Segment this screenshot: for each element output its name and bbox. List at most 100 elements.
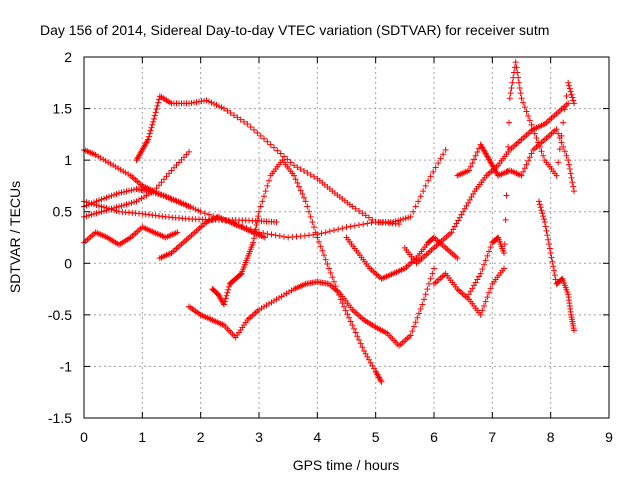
interp-marker xyxy=(369,216,376,223)
interp-marker xyxy=(479,307,486,314)
data-point xyxy=(256,208,262,215)
interp-marker xyxy=(296,183,302,190)
interp-marker xyxy=(417,193,424,200)
interp-marker xyxy=(545,236,552,243)
interp-marker xyxy=(429,270,436,277)
interp-marker xyxy=(144,137,151,144)
data-point xyxy=(571,188,577,195)
interp-marker xyxy=(424,286,431,293)
interp-marker xyxy=(222,295,229,302)
interp-marker xyxy=(469,160,476,167)
interp-marker xyxy=(281,153,287,160)
interp-marker xyxy=(327,269,334,276)
data-point xyxy=(571,327,577,334)
interp-marker xyxy=(307,213,314,220)
x-tick-label: 2 xyxy=(197,429,205,445)
interp-marker xyxy=(304,203,311,210)
interp-marker xyxy=(309,219,316,226)
plot-frame xyxy=(83,56,610,419)
interp-marker xyxy=(254,129,261,136)
data-point xyxy=(407,213,414,220)
data-point xyxy=(518,95,525,102)
interp-marker xyxy=(311,173,317,180)
interp-marker xyxy=(155,99,162,106)
interp-marker xyxy=(422,182,429,189)
interp-marker xyxy=(321,252,327,259)
interp-marker xyxy=(515,74,522,81)
interp-marker xyxy=(544,232,551,239)
interp-marker xyxy=(533,135,540,142)
interp-marker xyxy=(146,133,152,140)
x-tick-label: 1 xyxy=(138,429,146,445)
interp-marker xyxy=(151,112,158,119)
interp-marker xyxy=(341,303,347,310)
interp-marker xyxy=(568,91,575,98)
interp-marker xyxy=(359,210,366,217)
interp-marker xyxy=(560,143,567,150)
interp-marker xyxy=(570,183,577,190)
interp-marker xyxy=(276,233,283,240)
interp-marker xyxy=(234,114,241,121)
data-point xyxy=(291,172,297,179)
interp-marker xyxy=(486,248,492,255)
interp-marker xyxy=(272,232,279,239)
interp-marker xyxy=(435,160,442,167)
interp-marker xyxy=(221,298,228,305)
data-point xyxy=(343,224,350,231)
data-point xyxy=(407,332,414,339)
data-point xyxy=(454,255,461,262)
interp-marker xyxy=(531,130,538,137)
interp-marker xyxy=(331,278,337,285)
interp-marker xyxy=(487,285,494,292)
interp-marker xyxy=(301,194,307,201)
series-sat-o xyxy=(466,234,507,298)
interp-marker xyxy=(542,223,549,230)
interp-marker xyxy=(550,263,557,270)
interp-marker xyxy=(422,291,429,298)
interp-marker xyxy=(223,292,230,299)
series-sat-j xyxy=(238,157,385,385)
interp-marker xyxy=(237,116,244,123)
interp-marker xyxy=(563,152,570,159)
interp-marker xyxy=(486,289,492,296)
y-tick-label: 1 xyxy=(64,152,72,168)
interp-marker xyxy=(266,177,272,184)
interp-marker xyxy=(482,257,489,264)
interp-marker xyxy=(520,168,527,175)
interp-marker xyxy=(505,143,512,150)
interp-marker xyxy=(427,173,434,180)
data-point xyxy=(273,219,280,226)
y-tick-label: -0.5 xyxy=(48,307,72,323)
series-sat-n xyxy=(454,126,577,195)
data-point xyxy=(186,148,192,155)
interp-marker xyxy=(150,118,157,125)
interp-marker xyxy=(472,152,479,159)
interp-marker xyxy=(561,148,568,155)
interp-marker xyxy=(520,99,527,106)
interp-marker xyxy=(556,146,563,153)
interp-marker xyxy=(284,156,291,163)
interp-marker xyxy=(516,84,523,91)
interp-marker xyxy=(351,325,357,332)
interp-marker xyxy=(538,207,545,214)
interp-marker xyxy=(227,109,234,116)
interp-marker xyxy=(342,307,349,314)
interp-marker xyxy=(412,319,419,326)
interp-marker xyxy=(440,151,447,158)
interp-marker xyxy=(356,336,362,343)
interp-marker xyxy=(411,323,417,330)
interp-marker xyxy=(416,310,422,317)
interp-marker xyxy=(569,94,576,101)
interp-marker xyxy=(506,119,512,126)
interp-marker xyxy=(329,274,336,281)
interp-marker xyxy=(568,174,575,181)
interp-marker xyxy=(481,303,487,310)
interp-marker xyxy=(414,314,421,321)
interp-marker xyxy=(523,108,530,115)
x-tick-label: 6 xyxy=(430,429,438,445)
interp-marker xyxy=(556,135,563,142)
interp-marker xyxy=(339,300,346,307)
data-point xyxy=(425,177,432,184)
interp-marker xyxy=(546,241,552,248)
data-point xyxy=(221,105,227,112)
